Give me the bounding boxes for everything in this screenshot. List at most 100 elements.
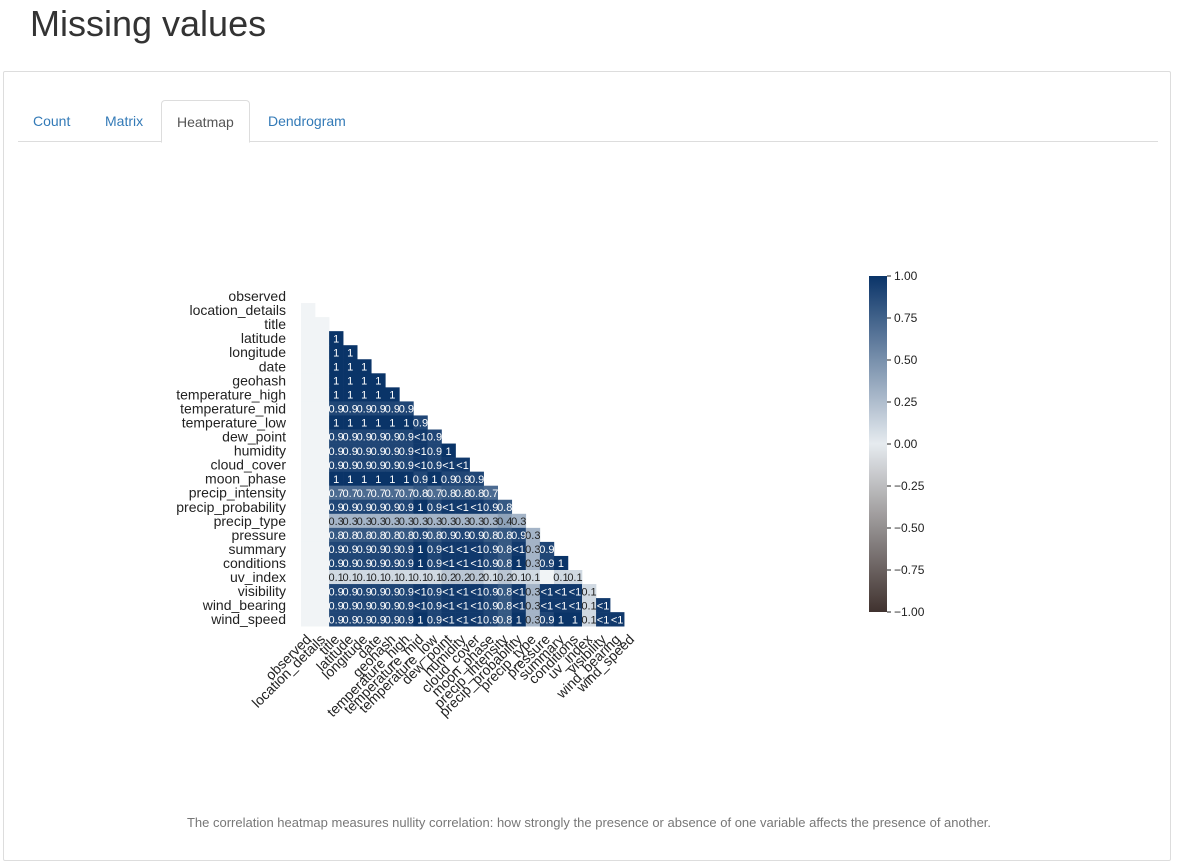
heatmap-cell [483,527,498,543]
cell-value-label: 0.8 [328,530,343,542]
cell-value-label: 0.8 [469,488,484,500]
cell-value-label: 0.9 [385,432,400,444]
heatmap-cell [371,429,386,444]
heatmap-cell [315,387,330,402]
colorbar-tick-label: −0.50 [894,521,925,535]
cell-value-label: 0.8 [497,530,512,542]
heatmap-cell [315,612,330,627]
cell-value-label: 1 [403,474,409,486]
cell-value-label: 0.3 [441,516,456,528]
tab-heatmap[interactable]: Heatmap [161,100,250,143]
cell-value-label: <1 [414,432,427,444]
cell-value-label: 1 [347,347,353,359]
cell-value-label: 1 [375,390,381,402]
cell-value-label: 0.9 [483,502,498,514]
heatmap-cell [427,499,442,515]
cell-value-label: 0.9 [385,446,400,458]
tab-matrix[interactable]: Matrix [105,113,144,129]
heatmap-cell [371,513,386,529]
heatmap-cell [329,598,344,613]
heatmap-cell [413,457,428,472]
heatmap-cell [539,541,555,557]
cell-value-label: 1 [347,390,353,402]
cell-value-label: 0.9 [385,502,400,514]
heatmap-cell [427,570,442,585]
heatmap-cell [385,429,400,444]
cell-value-label: 0.3 [525,586,540,598]
y-axis-label: summary [228,541,286,557]
cell-value-label: 1 [361,390,367,402]
heatmap-cell [315,429,330,444]
heatmap-cell [483,499,498,515]
tab-count[interactable]: Count [33,113,71,129]
heatmap-cell [371,555,386,571]
heatmap-cell [315,401,330,416]
cell-value-label: 0.3 [328,516,343,528]
heatmap-cell [399,555,414,571]
cell-value-label: 1 [389,418,395,430]
cell-value-label: 0.3 [371,516,386,528]
heatmap-cell [441,443,456,458]
heatmap-cell [385,457,400,472]
cell-value-label: 0.3 [483,516,498,528]
cell-value-label: 0.3 [525,544,540,556]
heatmap-cell [343,499,358,515]
heatmap-cell [371,570,386,585]
y-axis-label: longitude [229,344,286,360]
cell-value-label: 1 [361,474,367,486]
heatmap-cell [497,555,513,571]
cell-value-label: <1 [456,586,469,598]
heatmap-cell [301,541,316,557]
y-axis-label: dew_point [222,429,286,445]
heatmap-cell [539,612,555,627]
cell-value-label: 0.9 [539,614,554,626]
heatmap-cell [343,345,358,360]
colorbar-tick-label: −1.00 [894,605,925,619]
heatmap-cell [399,598,414,613]
cell-value-label: <1 [456,558,469,570]
heatmap-cell [301,373,316,388]
cell-value-label: 0.9 [328,544,343,556]
cell-value-label: 0.9 [371,614,386,626]
cell-value-label: 0.1 [343,572,358,584]
cell-value-label: 1 [375,418,381,430]
heatmap-cell [511,541,527,557]
cell-value-label: 0.3 [525,600,540,612]
heatmap-cell [343,387,358,402]
cell-value-label: 0.9 [371,558,386,570]
heatmap-cell [497,541,513,557]
heatmap-cell [427,541,442,557]
y-axis-label: wind_speed [210,611,286,627]
cell-value-label: 0.2 [441,572,456,584]
cell-value-label: 0.1 [553,572,568,584]
heatmap-cell [371,541,386,557]
colorbar-tick-label: 0.50 [894,353,918,367]
heatmap-cell [497,612,513,627]
cell-value-label: <1 [541,600,554,612]
heatmap-cell [525,612,541,627]
cell-value-label: 0.9 [328,558,343,570]
heatmap-cell [539,598,555,613]
heatmap-cell [427,471,442,486]
y-axis-label: temperature_high [176,386,286,402]
cell-value-label: 1 [333,376,339,388]
cell-value-label: 0.9 [483,558,498,570]
heatmap-cell [399,570,414,585]
heatmap-cell [371,457,386,472]
heatmap-cell [427,485,442,501]
heatmap-cell [329,527,344,543]
cell-value-label: 1 [572,614,578,626]
cell-value-label: 0.9 [399,600,414,612]
heatmap-cell [315,513,330,529]
heatmap-cell [371,598,386,613]
cell-value-label: <1 [414,460,427,472]
tab-dendrogram[interactable]: Dendrogram [268,113,346,129]
heatmap-cell [441,527,456,543]
heatmap-cell [343,443,358,458]
cell-value-label: 0.9 [343,544,358,556]
heatmap-cell [329,555,344,571]
heatmap-cell [343,584,358,599]
heatmap-cell [469,584,484,599]
heatmap-cell [441,485,456,501]
